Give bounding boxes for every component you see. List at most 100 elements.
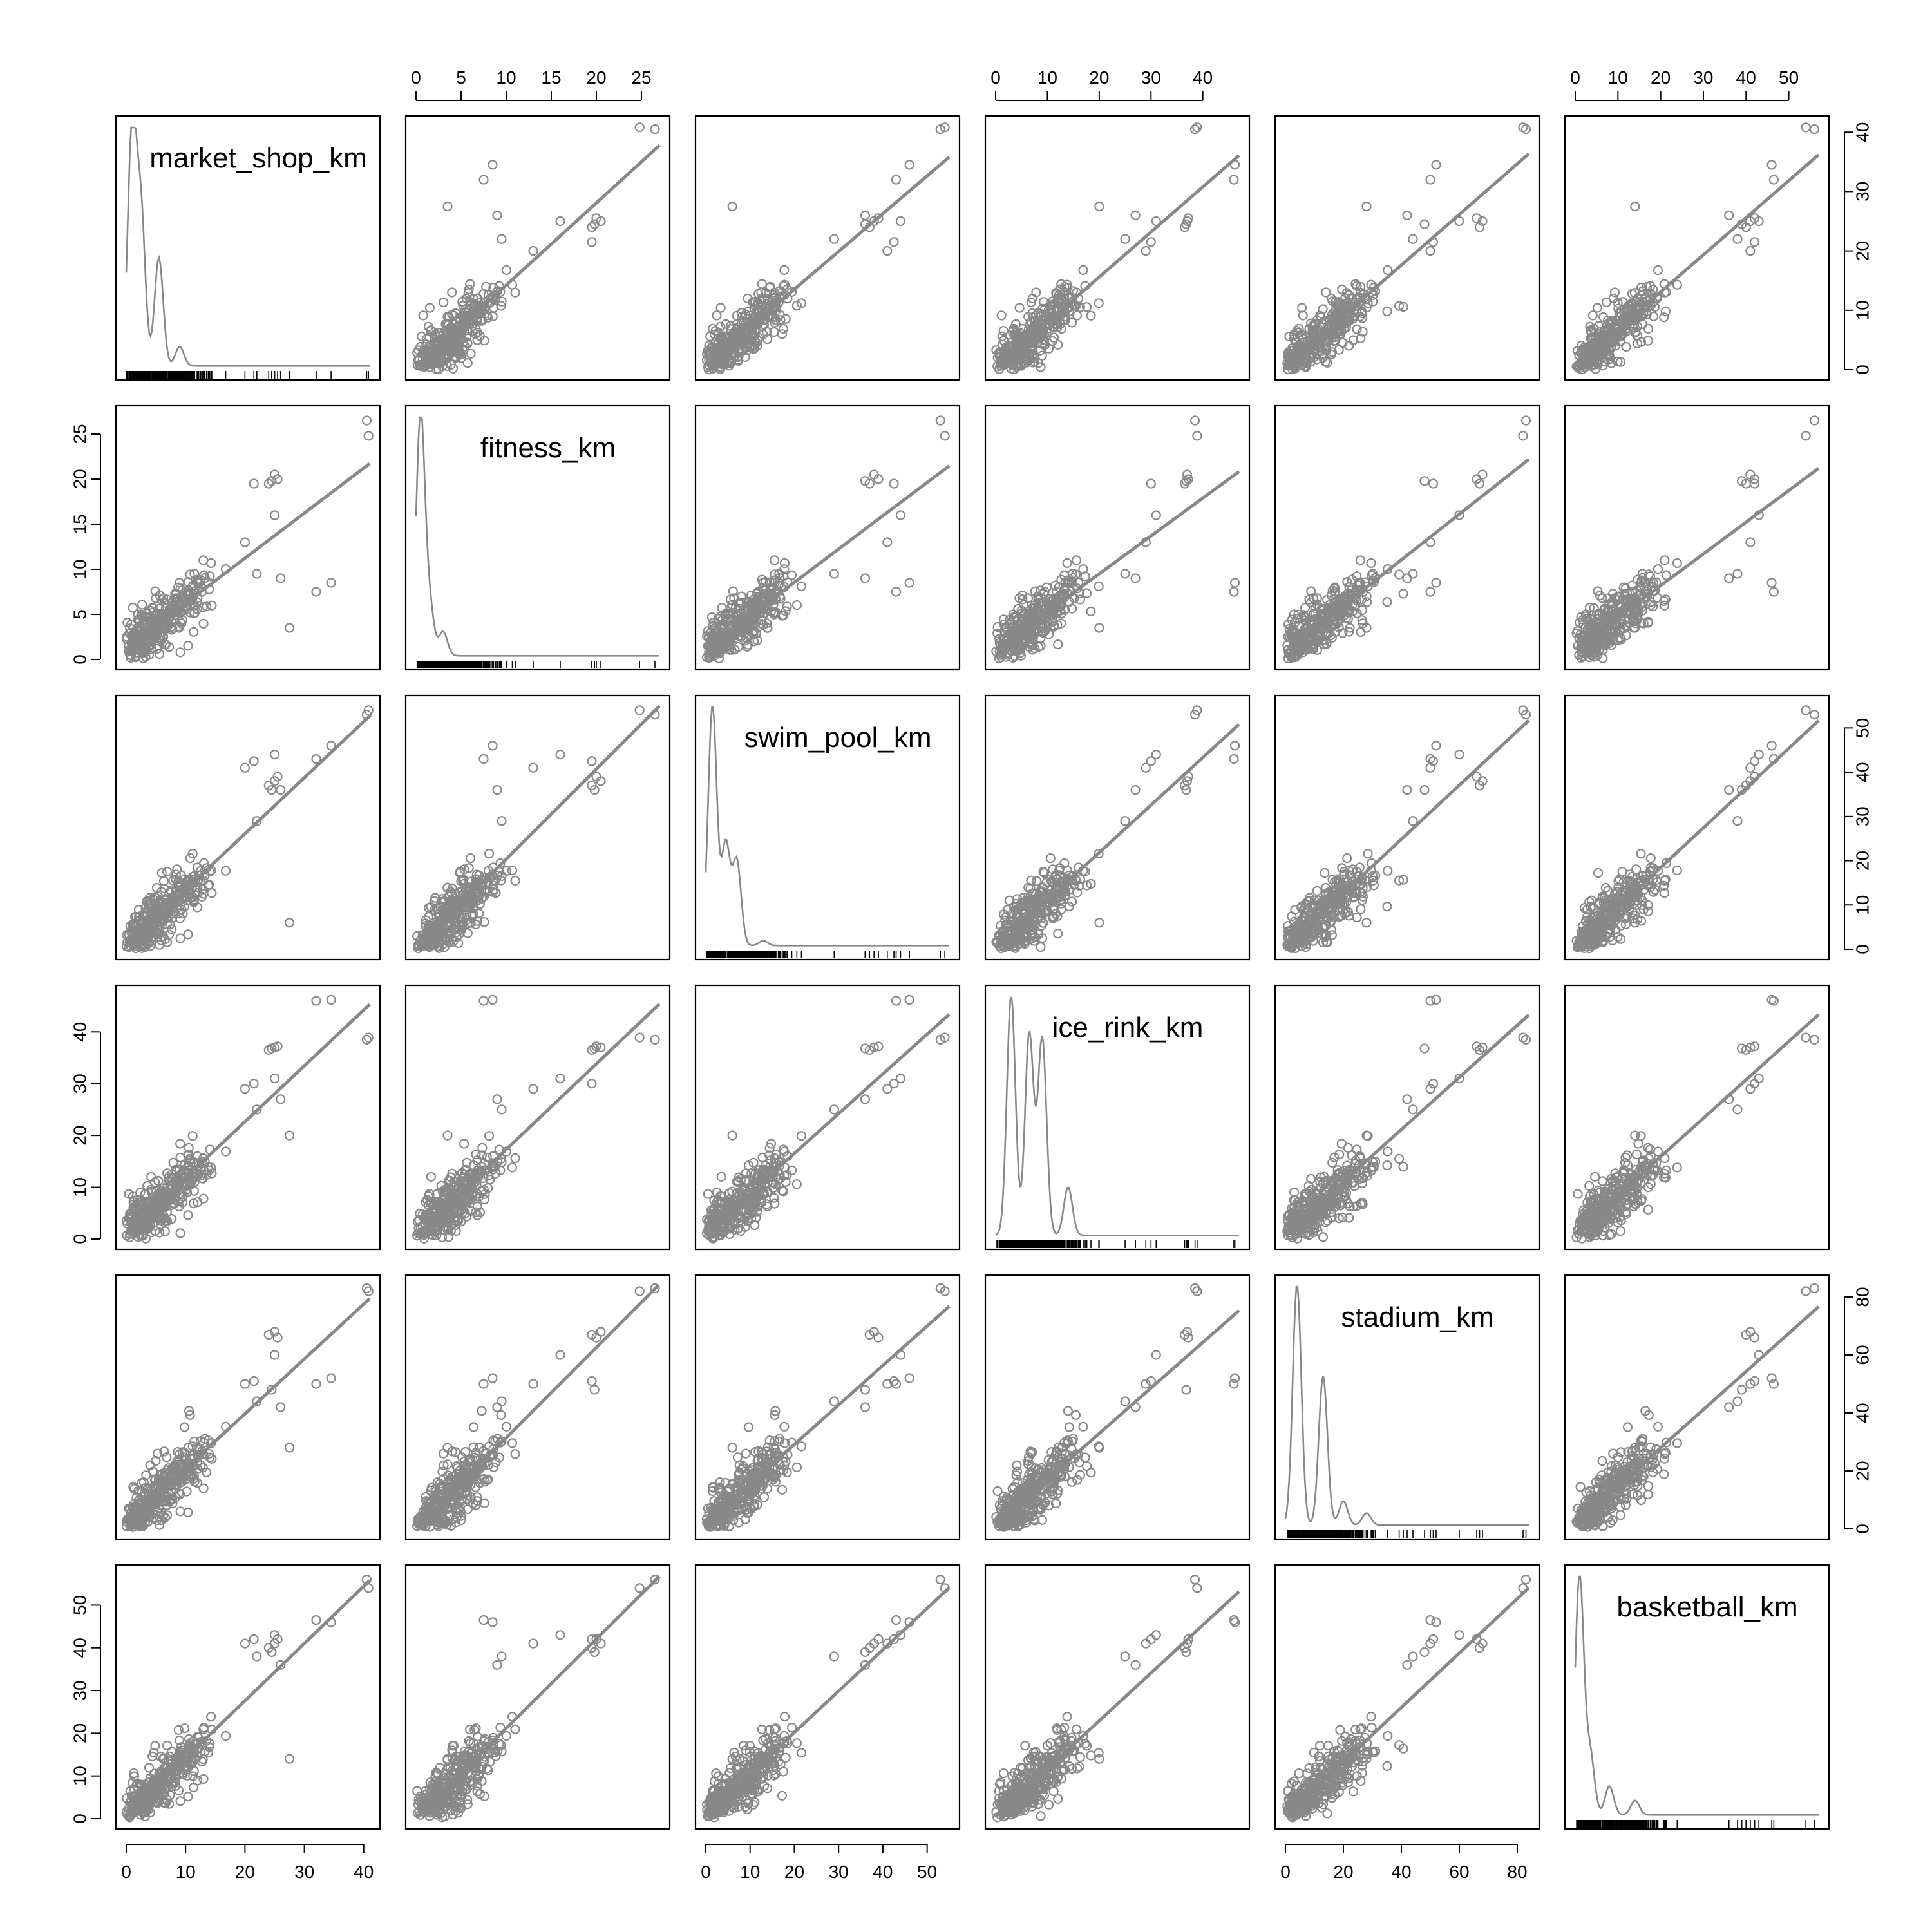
data-point	[1425, 587, 1435, 597]
data-point	[1320, 867, 1330, 878]
data-point	[1321, 287, 1331, 298]
data-point	[276, 784, 286, 795]
data-point	[1066, 896, 1077, 907]
data-point	[1745, 537, 1756, 547]
panel-fitness_km-vs-basketball_km	[1564, 404, 1830, 671]
data-point	[464, 284, 474, 294]
data-point	[796, 298, 807, 308]
data-point	[1809, 415, 1819, 426]
data-point	[708, 363, 719, 374]
data-point	[895, 216, 906, 227]
data-point	[456, 353, 466, 363]
data-point	[1094, 581, 1104, 592]
data-point	[769, 555, 780, 565]
data-point	[1394, 301, 1405, 311]
data-point	[480, 308, 490, 319]
data-point	[1189, 124, 1200, 135]
variable-label: market_shop_km	[149, 142, 366, 174]
data-point	[860, 573, 871, 583]
data-point	[1368, 296, 1378, 307]
data-point	[1062, 279, 1072, 290]
data-point	[1056, 279, 1066, 289]
data-point	[1653, 564, 1663, 574]
data-point	[415, 359, 425, 370]
fit-line	[994, 154, 1240, 369]
data-point	[1394, 569, 1405, 580]
data-point	[1454, 749, 1464, 760]
data-point	[750, 330, 760, 341]
data-point	[1352, 324, 1362, 334]
data-point	[779, 279, 790, 290]
data-point	[1146, 756, 1156, 766]
data-point	[791, 600, 802, 611]
data-point	[1356, 627, 1366, 638]
panel-frame	[115, 115, 381, 381]
data-point	[326, 578, 336, 588]
data-point	[1130, 573, 1141, 583]
data-point	[889, 478, 899, 489]
data-point	[1086, 310, 1096, 321]
data-point	[1181, 219, 1191, 229]
data-point	[786, 570, 797, 580]
data-point	[1643, 323, 1653, 334]
data-point	[555, 749, 565, 760]
data-point	[439, 297, 449, 307]
data-point	[555, 216, 565, 227]
data-point	[1660, 306, 1671, 317]
data-point	[940, 431, 950, 441]
data-point	[1383, 265, 1393, 276]
data-point	[710, 326, 721, 336]
data-point	[715, 303, 726, 313]
data-point	[1672, 558, 1682, 569]
data-point	[1062, 865, 1072, 876]
data-point	[829, 234, 839, 244]
data-point	[460, 315, 471, 326]
data-point	[311, 587, 321, 597]
data-point	[528, 762, 538, 773]
data-point	[416, 331, 427, 342]
data-point	[998, 326, 1009, 336]
data-point	[1028, 341, 1038, 351]
data-point	[775, 315, 786, 325]
data-point	[1032, 876, 1042, 886]
data-point	[1361, 918, 1372, 928]
data-point	[1361, 201, 1372, 212]
data-point	[721, 319, 731, 329]
data-point	[465, 279, 475, 289]
data-point	[1036, 345, 1046, 355]
data-point	[488, 741, 498, 751]
data-point	[904, 160, 914, 170]
panel-market_shop_km-vs-ice_rink_km	[984, 115, 1251, 381]
data-point	[1749, 237, 1760, 247]
data-point	[284, 623, 295, 633]
panels: market_shop_kmfitness_kmswim_pool_kmice_…	[70, 68, 1872, 1882]
data-point	[1398, 301, 1408, 312]
data-point	[501, 265, 512, 276]
data-point	[1356, 333, 1366, 343]
data-point	[704, 350, 714, 361]
data-point	[737, 346, 747, 356]
data-point	[1064, 306, 1075, 317]
fit-line	[1574, 467, 1820, 650]
data-point	[1029, 356, 1039, 366]
fit-line	[1284, 458, 1530, 653]
data-point	[769, 287, 780, 298]
data-point	[450, 352, 461, 363]
data-point	[734, 322, 744, 332]
data-point	[1062, 558, 1072, 569]
data-point	[198, 618, 209, 629]
data-point	[829, 569, 839, 579]
data-point	[1284, 331, 1294, 342]
data-point	[478, 753, 489, 764]
data-point	[1229, 587, 1239, 597]
data-point	[1801, 431, 1811, 441]
rug-market_shop_km	[126, 371, 369, 379]
data-point	[747, 328, 758, 339]
data-point	[1592, 303, 1602, 313]
data-point	[447, 309, 457, 319]
panel-fitness_km-vs-stadium_km	[1274, 404, 1540, 671]
data-point	[1014, 303, 1025, 313]
data-point	[460, 319, 470, 329]
data-point	[1356, 904, 1366, 914]
points	[1282, 122, 1531, 375]
